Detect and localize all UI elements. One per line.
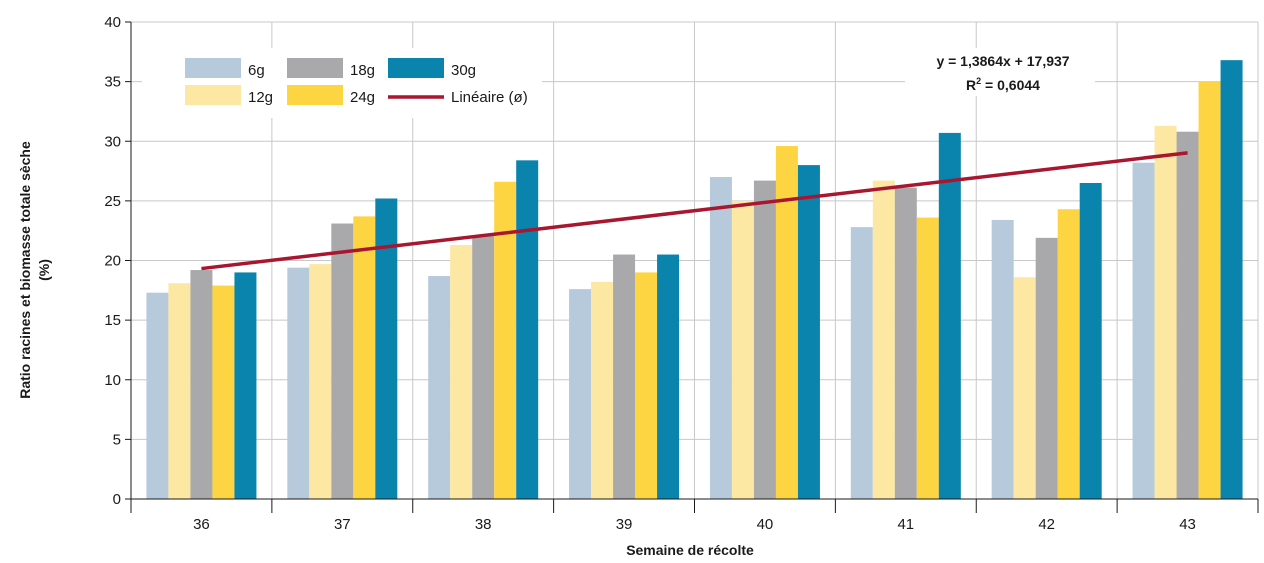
bar <box>872 180 895 500</box>
legend-label: 24g <box>350 89 375 106</box>
legend-swatch <box>185 85 241 105</box>
bars <box>146 60 1243 500</box>
x-tick-label: 38 <box>475 516 492 533</box>
y-axis-ticks: 0 5 10 15 20 25 30 35 40 <box>104 14 131 508</box>
bar <box>753 180 776 500</box>
x-axis-ticks: 36 37 38 39 40 41 42 43 <box>130 499 1259 533</box>
legend-label: 18g <box>350 62 375 79</box>
y-tick-label: 0 <box>113 491 121 508</box>
bar <box>569 289 592 499</box>
bar <box>1057 209 1080 499</box>
y-tick-label: 25 <box>104 193 121 210</box>
y-tick-label: 30 <box>104 133 121 150</box>
bar <box>309 264 332 499</box>
x-tick-label: 43 <box>1179 516 1196 533</box>
bar <box>709 177 732 499</box>
bar <box>1154 125 1177 499</box>
x-axis-title: Semaine de récolte <box>626 542 754 558</box>
legend-swatch <box>287 85 343 105</box>
bar <box>613 254 636 499</box>
legend: 6g 12g 18g 24g 30g Linéaire (ø) <box>142 48 542 118</box>
bar <box>1176 131 1199 499</box>
y-tick-label: 35 <box>104 74 121 91</box>
bar <box>1079 182 1102 500</box>
legend-label: 30g <box>451 62 476 79</box>
y-tick-label: 5 <box>113 431 121 448</box>
y-tick-label: 10 <box>104 372 121 389</box>
bar <box>731 200 754 499</box>
bar <box>331 223 354 499</box>
bar <box>1035 237 1058 499</box>
bar <box>450 244 473 499</box>
trendline-equation: y = 1,3864x + 17,937 R2 = 0,6044 <box>905 48 1095 96</box>
bar <box>1132 162 1155 499</box>
bar <box>190 270 213 499</box>
x-tick-label: 40 <box>757 516 774 533</box>
equation-text: y = 1,3864x + 17,937 <box>936 53 1069 69</box>
bar <box>938 132 961 499</box>
trendline <box>201 151 1188 271</box>
bar <box>494 181 517 500</box>
bar <box>657 254 680 499</box>
r-squared-text: R2 = 0,6044 <box>966 76 1040 93</box>
bar <box>428 276 451 499</box>
legend-swatch <box>388 58 444 78</box>
bar <box>916 217 939 499</box>
r-squared-superscript: 2 <box>976 76 981 86</box>
bar <box>353 216 376 499</box>
bar <box>797 165 820 499</box>
bar <box>472 235 495 499</box>
legend-swatch <box>185 58 241 78</box>
y-axis-title: Ratio racines et biomasse totale sèche (… <box>17 141 52 399</box>
bar <box>1198 81 1221 499</box>
bar <box>375 198 398 500</box>
bar <box>168 283 191 499</box>
bar <box>287 267 310 499</box>
y-axis-title-line2: (%) <box>36 259 52 281</box>
y-axis-title-line1: Ratio racines et biomasse totale sèche <box>17 141 33 399</box>
bar <box>591 281 614 499</box>
bar <box>1220 60 1243 499</box>
x-tick-label: 42 <box>1038 516 1055 533</box>
bar <box>850 227 873 500</box>
bar <box>775 146 798 499</box>
trendline-group <box>201 151 1188 271</box>
y-tick-label: 40 <box>104 14 121 31</box>
x-tick-label: 37 <box>334 516 351 533</box>
bar <box>635 272 658 499</box>
x-tick-label: 39 <box>616 516 633 533</box>
bar <box>234 272 257 499</box>
legend-swatch <box>287 58 343 78</box>
legend-label: 12g <box>248 89 273 106</box>
bar <box>1013 277 1036 499</box>
equation-background <box>905 48 1095 96</box>
bar <box>146 292 169 499</box>
bar <box>894 187 917 499</box>
r-squared-value: = 0,6044 <box>981 77 1040 93</box>
bar <box>991 219 1014 499</box>
r-squared-r: R <box>966 77 976 93</box>
legend-label: 6g <box>248 62 265 79</box>
x-tick-label: 41 <box>897 516 914 533</box>
bar <box>516 160 539 499</box>
bar <box>212 285 235 499</box>
x-tick-label: 36 <box>193 516 210 533</box>
y-tick-label: 20 <box>104 253 121 270</box>
y-tick-label: 15 <box>104 312 121 329</box>
legend-label-trendline: Linéaire (ø) <box>451 89 528 106</box>
